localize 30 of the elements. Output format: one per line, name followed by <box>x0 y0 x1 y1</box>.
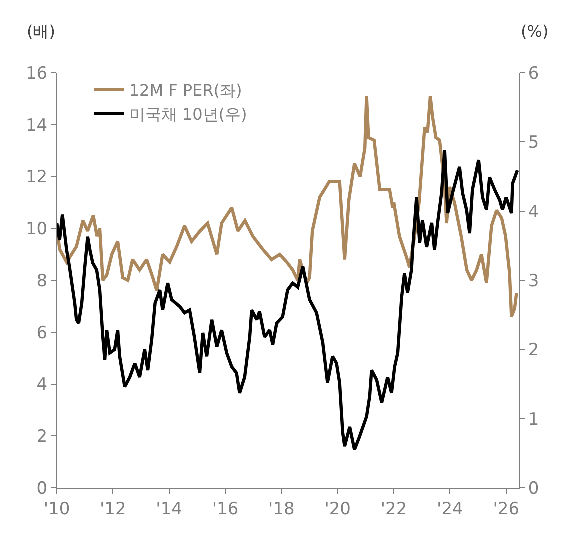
x-tick-label: '18 <box>268 499 295 520</box>
y-tick-label: 16 <box>26 64 48 84</box>
x-tick-label: '20 <box>324 499 352 520</box>
legend-label: 미국채 10년(우) <box>129 104 248 124</box>
x-tick-label: '24 <box>437 499 464 520</box>
y-axis-title: (배) <box>27 22 56 41</box>
y-tick-label: 8 <box>36 271 48 292</box>
y2-tick-label: 6 <box>528 64 540 84</box>
y2-tick-label: 3 <box>528 271 540 292</box>
y-tick-label: 2 <box>36 427 48 448</box>
y-tick-label: 6 <box>36 323 48 344</box>
y2-tick-label: 1 <box>528 410 540 430</box>
y-tick-label: 14 <box>26 116 48 136</box>
x-tick-label: '10 <box>44 499 70 520</box>
x-tick-label: '22 <box>380 499 408 520</box>
y2-axis-title: (%) <box>521 22 549 41</box>
y2-tick-label: 4 <box>528 202 540 222</box>
x-tick-label: '16 <box>212 499 239 520</box>
x-tick-label: '26 <box>493 499 520 520</box>
legend-label: 12M F PER(좌) <box>129 81 242 100</box>
line-series <box>57 148 519 452</box>
y2-tick-label: 2 <box>528 340 540 361</box>
y-tick-label: 10 <box>26 220 48 240</box>
y2-tick-label: 5 <box>528 133 540 154</box>
y-tick-label: 12 <box>26 168 48 188</box>
x-tick-label: '14 <box>156 499 182 520</box>
y-tick-label: 0 <box>36 478 48 499</box>
x-tick-label: '12 <box>100 499 126 520</box>
y2-tick-label: 0 <box>528 478 540 499</box>
y-tick-label: 4 <box>36 375 48 396</box>
